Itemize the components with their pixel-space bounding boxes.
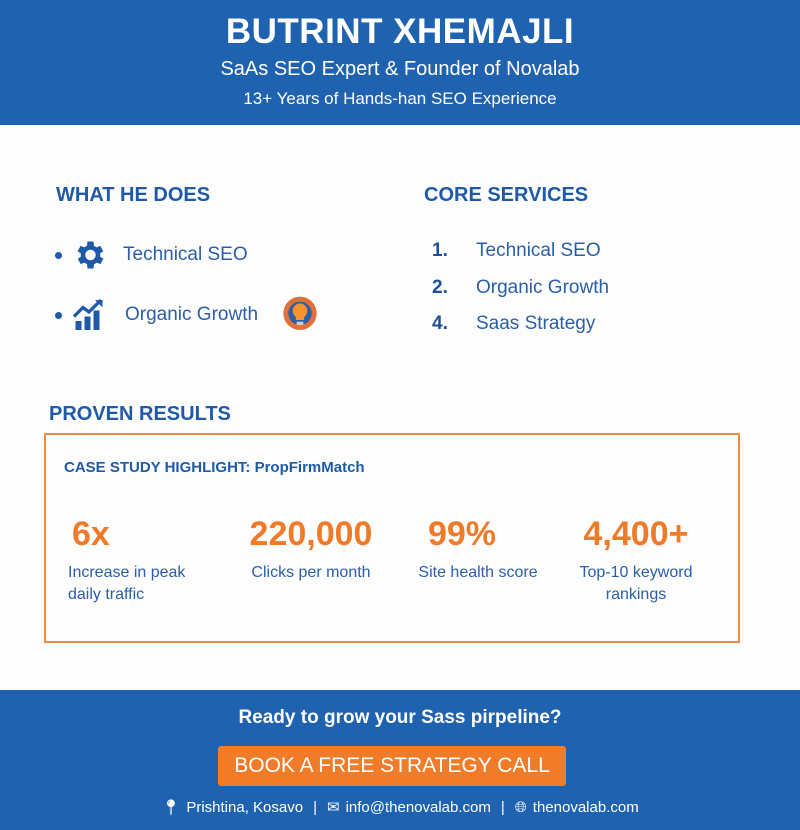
proven-results-heading: PROVEN RESULTS — [49, 403, 231, 425]
growth-chart-icon — [72, 298, 103, 330]
name-title: BUTRINT XHEMAJLI — [225, 12, 575, 51]
item-label: Organic Growth — [125, 304, 259, 325]
item-number: 2. — [432, 277, 448, 298]
case-study-title: CASE STUDY HIGHLIGHT: PropFirmMatch — [64, 459, 365, 476]
location-pin-icon: 📍︎ — [161, 799, 181, 816]
stat-label: Top-10 keyword rankings — [579, 564, 693, 603]
list-item: 4. Saas Strategy — [432, 313, 595, 335]
divider: | — [313, 798, 317, 816]
stat-label: Clicks per month — [251, 564, 371, 581]
header: BUTRINT XHEMAJLI SaAs SEO Expert & Found… — [0, 0, 800, 125]
item-number: 4. — [432, 313, 448, 334]
subtitle: SaAs SEO Expert & Founder of Novalab — [220, 58, 580, 80]
lightbulb-gear-icon — [283, 296, 317, 330]
case-study-box: CASE STUDY HIGHLIGHT: PropFirmMatch 6x In… — [44, 433, 740, 643]
list-item: 1. Technical SEO — [432, 240, 601, 262]
stat-label: Site health score — [418, 564, 538, 581]
list-item: 2. Organic Growth — [432, 277, 609, 299]
item-number: 1. — [432, 240, 448, 261]
globe-icon: 🌐︎ — [514, 798, 527, 816]
bullet — [55, 311, 62, 319]
stat: 99% Site health score — [408, 515, 548, 584]
stat: 220,000 Clicks per month — [226, 515, 396, 584]
stat-value: 4,400+ — [583, 515, 689, 553]
contact-row: 📍︎ Prishtina, Kosavo | ✉ info@thenovalab… — [0, 798, 800, 817]
stat-value: 99% — [427, 515, 497, 553]
stat-label: Increase in peak daily traffic — [68, 564, 186, 603]
email-link[interactable]: info@thenovalab.com — [345, 798, 491, 816]
list-item: Organic Growth — [55, 295, 320, 335]
item-label: Organic Growth — [476, 277, 610, 298]
list-item: Technical SEO — [55, 237, 248, 273]
footer: Ready to grow your Sass pirpeline? BOOK … — [0, 690, 800, 830]
gear-icon — [77, 241, 104, 269]
what-he-does-heading: WHAT HE DOES — [56, 184, 211, 206]
core-services-heading: CORE SERVICES — [424, 184, 589, 206]
website-link[interactable]: thenovalab.com — [532, 798, 639, 816]
tagline: 13+ Years of Hands-han SEO Experience — [243, 89, 557, 108]
location: Prishtina, Kosavo — [186, 798, 304, 816]
stat: 6x Increase in peak daily traffic — [68, 515, 218, 606]
stat-value: 6x — [72, 515, 110, 553]
cta-text: Ready to grow your Sass pirpeline? — [238, 707, 562, 728]
item-label: Technical SEO — [476, 240, 601, 261]
divider: | — [500, 798, 505, 816]
stat: 4,400+ Top-10 keyword rankings — [566, 515, 706, 606]
email-icon: ✉ — [326, 799, 340, 816]
stat-value: 220,000 — [249, 515, 373, 553]
item-label: Saas Strategy — [476, 313, 596, 334]
item-label: Technical SEO — [123, 244, 248, 265]
book-call-button[interactable]: BOOK A FREE STRATEGY CALL — [218, 746, 566, 786]
bullet — [55, 251, 62, 259]
